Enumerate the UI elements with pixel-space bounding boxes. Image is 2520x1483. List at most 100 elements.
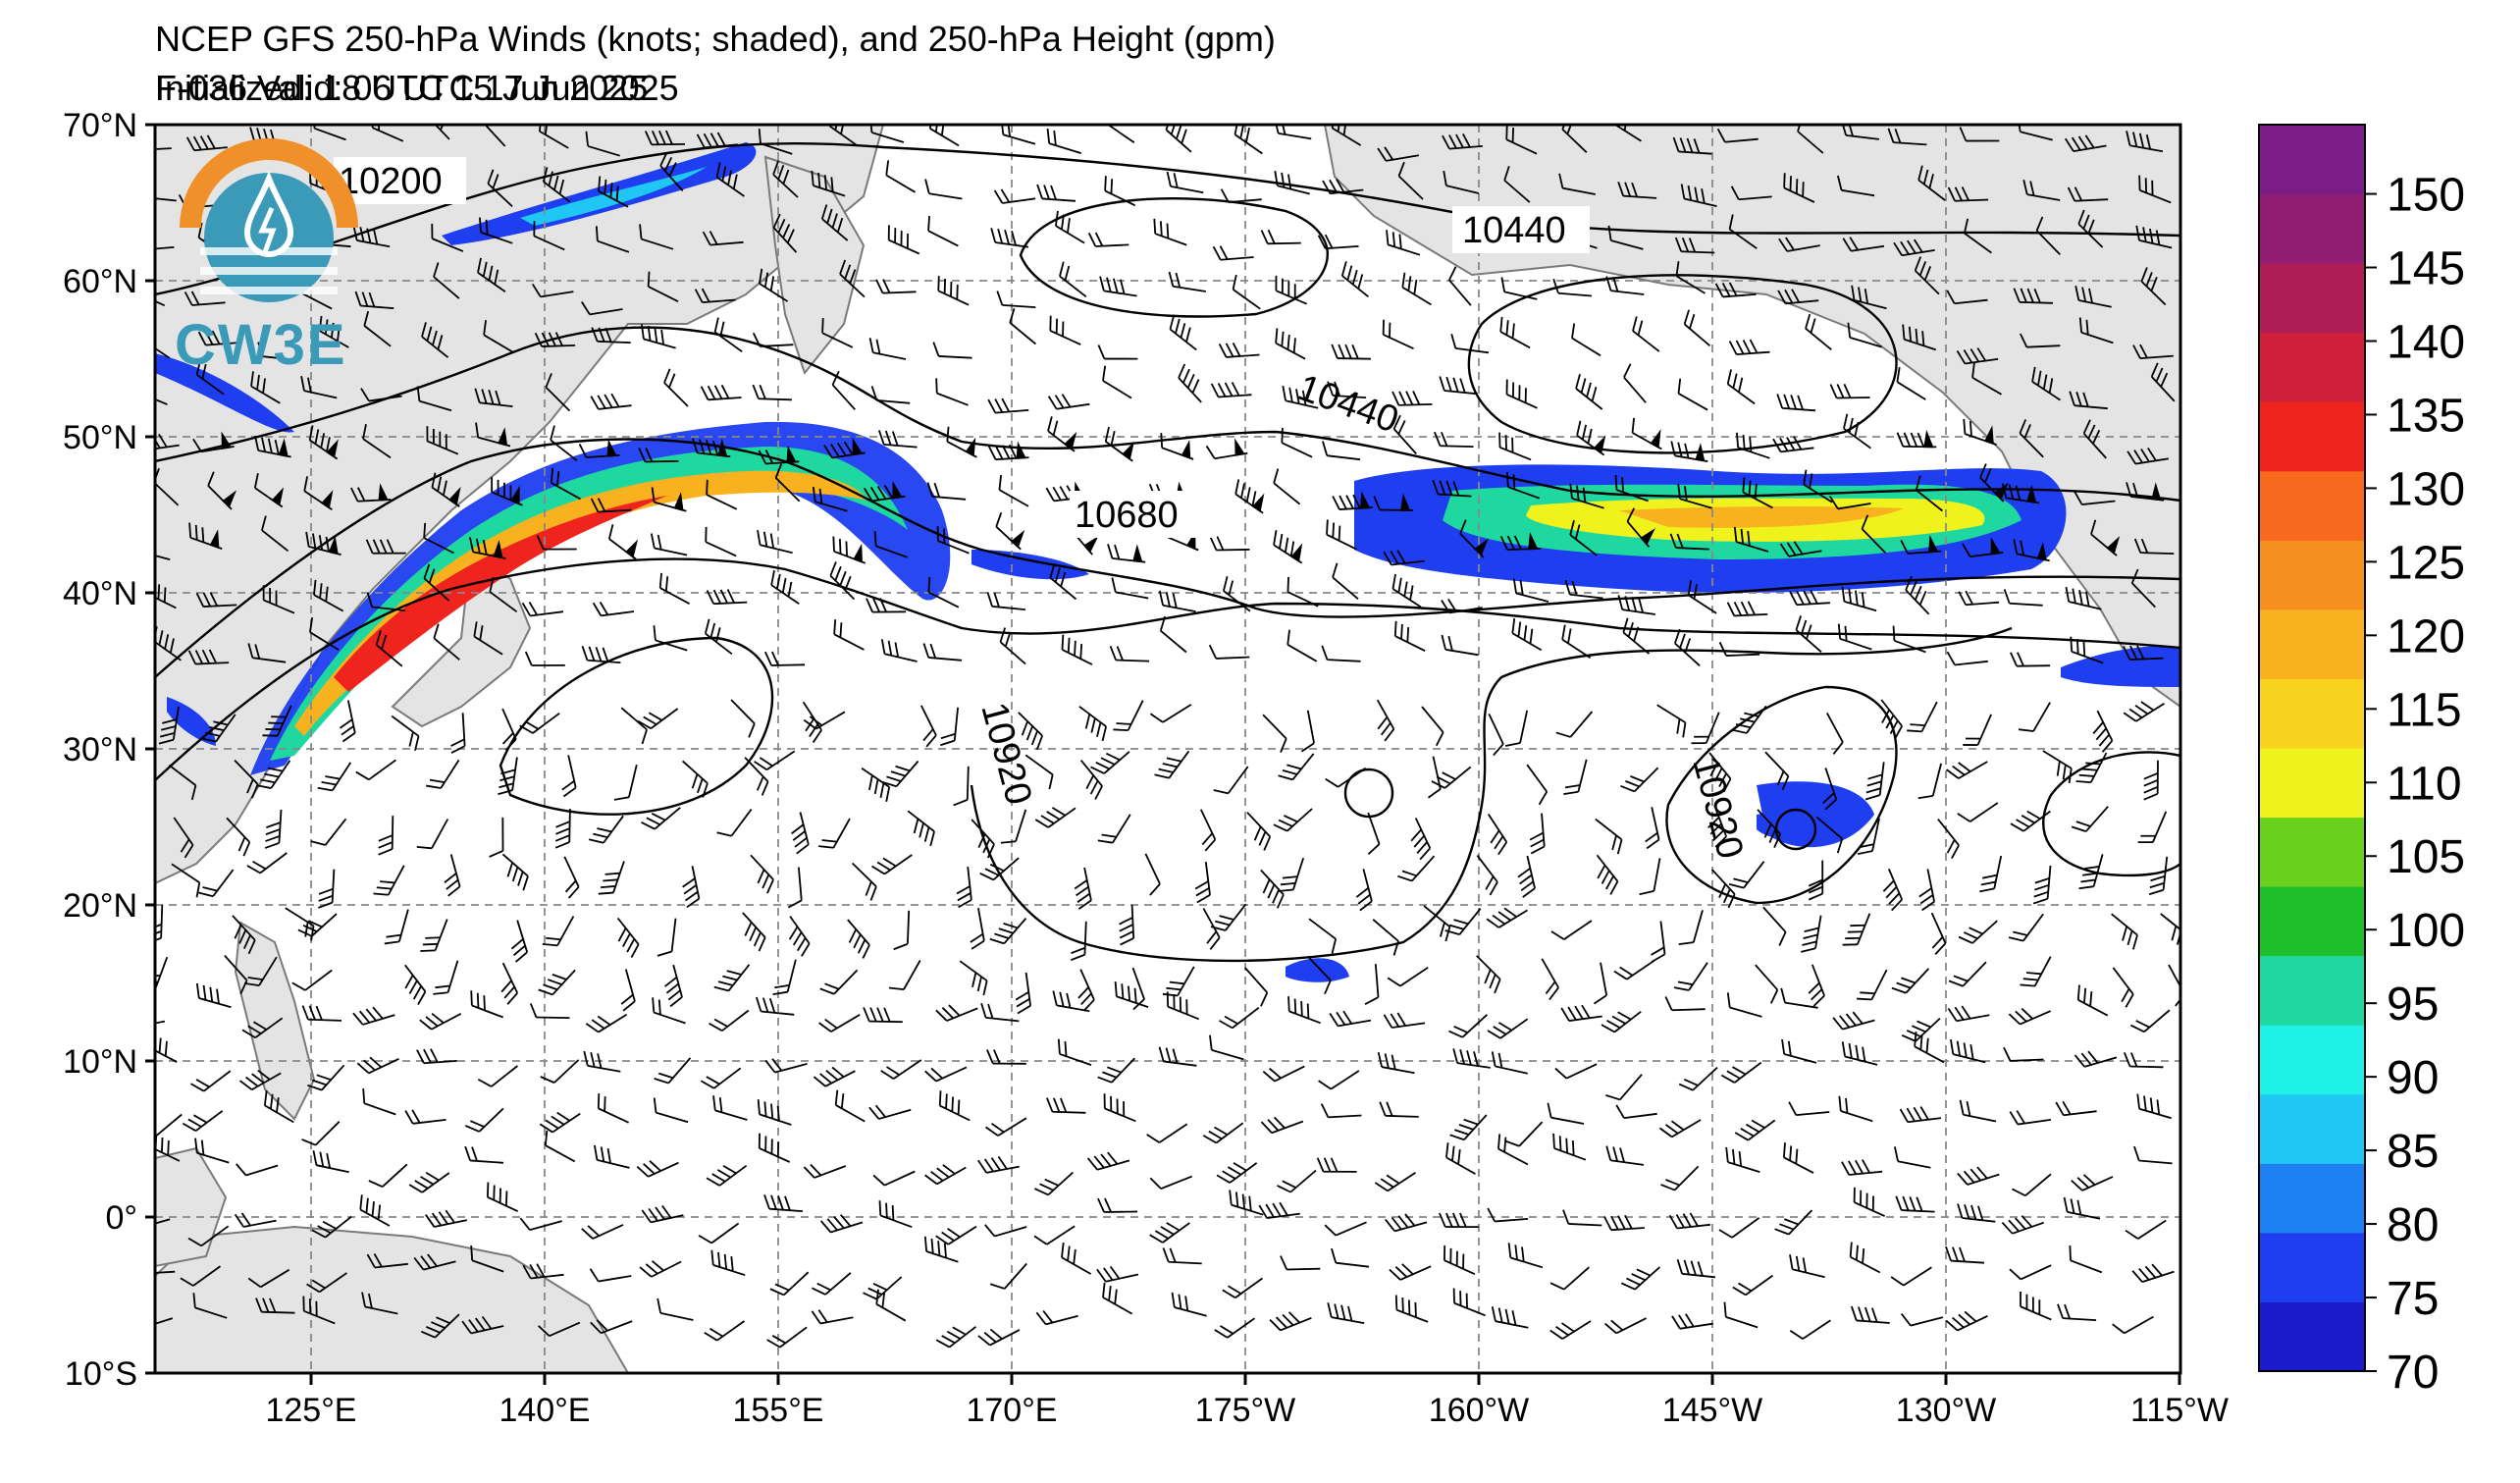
wind-barb-icon [1847,322,1882,348]
wind-barb-icon [361,1292,398,1315]
wind-barb-icon [659,151,684,191]
wind-barb-icon [1391,391,1433,406]
wind-barb-icon [1329,1010,1372,1028]
wind-barb-icon [473,621,503,656]
wind-barb-icon [155,550,171,560]
wind-barb-icon [1208,644,1250,660]
wind-barb-icon [1431,766,1472,789]
wind-barb-icon [1487,814,1508,856]
wind-barb-icon [692,438,731,458]
wind-barb-icon [2009,1264,2052,1281]
wind-barb-icon [698,1222,740,1245]
wind-barb-icon [833,619,865,651]
wind-barbs [155,125,2180,1349]
wind-barb-icon [1392,414,1417,454]
wind-barb-icon [868,338,907,360]
wind-barb-icon [538,1321,581,1338]
wind-barb-icon [539,1111,581,1134]
wind-barb-icon [1097,344,1138,360]
colorbar-segment [2259,609,2365,679]
wind-barb-icon [578,439,620,458]
wind-barb-icon [1671,1313,1713,1330]
colorbar-segment [2259,1301,2365,1372]
colorbar-frame [2258,124,2366,1372]
lon-label: 175°W [1195,1392,1295,1429]
wind-barb-icon [185,134,228,152]
wind-barb-icon [1327,1302,1365,1324]
wind-barb-icon [2123,1052,2164,1069]
wind-barb-icon [1278,753,1315,781]
wind-barb-icon [1601,1010,1642,1033]
height-contours [155,141,2180,963]
wind-barb-icon [1444,908,1482,936]
wind-barb-icon [924,1164,967,1186]
wind-barb-icon [880,639,918,662]
wind-barb-icon [155,291,166,307]
wind-barb-icon [1841,1041,1878,1066]
wind-barb-icon [1613,959,1655,980]
colorbar-segment [2259,817,2365,887]
wind-barb-icon [1035,1310,1078,1326]
wind-barb-icon [1099,276,1137,297]
wind-barb-icon [639,224,674,250]
wind-barb-icon [2130,568,2156,609]
wind-barb-icon [772,160,799,198]
wind-barb-icon [1564,579,1603,600]
wind-barb-icon [986,1049,1026,1065]
wind-barb-icon [533,221,565,251]
wind-barb-icon [1367,812,1381,856]
wind-barb-icon [1046,1097,1086,1114]
wind-barb-icon [426,759,460,789]
wind-barb-icon [477,257,506,292]
wind-barb-icon [540,1059,580,1084]
wind-barb-icon [521,601,564,617]
wind-barb-icon [979,857,1020,881]
wind-barb-icon [1331,1247,1370,1268]
wind-barb-icon [1907,701,1938,733]
wind-barb-icon [1511,618,1543,652]
wind-barb-icon [641,807,681,830]
wind-barb-icon [752,384,792,401]
wind-barb-icon [1410,818,1432,861]
wind-barb-icon [1774,1209,1813,1236]
wind-barb-icon [829,561,856,601]
wind-barb-icon [706,479,738,510]
wind-barb-icon [1593,962,1608,1005]
wind-barb-icon [759,268,789,302]
wind-barb-icon [1439,376,1478,396]
wind-barb-icon [1803,469,1833,503]
wind-barb-icon [1220,188,1262,204]
wind-barb-icon [194,1138,230,1164]
wind-barb-icon [1605,1145,1645,1166]
wind-barb-icon [1486,907,1528,928]
jet-blob-north [442,142,757,245]
wind-barb-icon [813,1066,856,1087]
wind-barb-icon [317,762,352,792]
wind-barb-icon [607,524,639,560]
wind-barb-icon [1244,967,1269,1007]
wind-barb-icon [2136,1093,2172,1120]
wind-barb-icon [475,422,511,448]
wind-barb-icon [2020,333,2061,348]
wind-barb-icon [2008,1007,2052,1026]
wind-barb-icon [583,1050,621,1073]
wind-barb-icon [1274,171,1310,195]
wind-barb-icon [647,271,679,303]
wind-barb-icon [168,764,197,801]
wind-barb-icon [1596,854,1619,895]
wind-barb-icon [1047,416,1077,452]
wind-barb-icon [1708,752,1732,793]
wind-barb-icon [2017,125,2053,141]
colorbar-label: 105 [2387,831,2465,883]
colorbar-label: 95 [2387,979,2439,1031]
wind-barb-icon [2008,913,2044,942]
wind-barb-icon [1549,1266,1590,1291]
wind-barb-icon [1104,176,1136,207]
wind-barb-icon [996,291,1036,308]
wind-barb-icon [1561,624,1592,660]
wind-barb-icon [563,856,580,899]
wind-barb-icon [589,1268,632,1283]
wind-barb-icon [1678,910,1704,946]
wind-barb-icon [750,854,774,894]
wind-barb-icon [2055,1100,2097,1117]
